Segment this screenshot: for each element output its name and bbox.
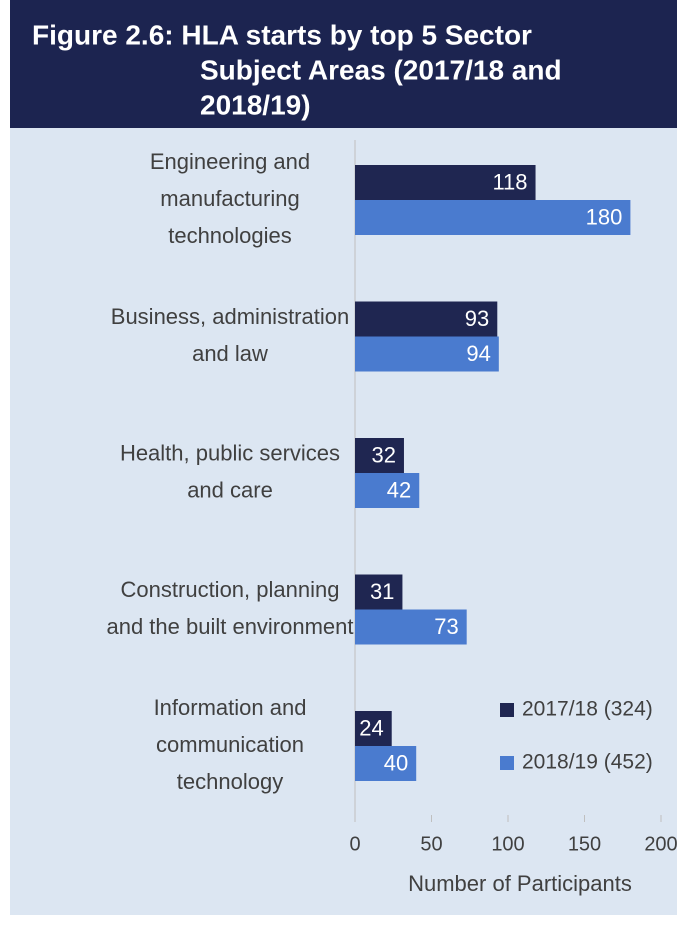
header [10,0,677,128]
y-tick-label: and care [187,477,273,502]
legend-swatch [500,756,514,770]
data-label: 42 [387,477,411,502]
bar [355,574,403,610]
data-label: 94 [466,341,490,366]
data-label: 32 [371,442,395,467]
data-label: 118 [492,169,527,194]
data-label: 93 [465,306,489,331]
chart-title: Figure 2.6: HLA starts by top 5 Sector [32,19,532,50]
legend-swatch [500,703,514,717]
y-tick-label: Business, administration [111,304,349,329]
y-tick-label: and the built environment [106,614,353,639]
bar [355,301,498,337]
bar [355,336,499,372]
y-tick-label: Engineering and [150,149,310,174]
bar [355,200,631,235]
x-tick-label: 0 [349,833,360,855]
y-tick-label: technologies [168,223,292,248]
y-tick-label: Information and [154,695,307,720]
chart-title: Subject Areas (2017/18 and [200,54,562,85]
x-tick-label: 200 [644,833,677,855]
y-tick-label: and law [192,341,268,366]
data-label: 31 [370,579,394,604]
data-label: 180 [586,204,623,229]
data-label: 73 [434,614,458,639]
x-tick-label: 150 [568,833,601,855]
x-tick-label: 50 [420,833,442,855]
legend-label: 2018/19 (452) [522,751,653,774]
x-axis-label: Number of Participants [408,871,632,896]
y-tick-label: communication [156,732,304,757]
chart-title: 2018/19) [200,89,311,120]
bar [355,711,392,746]
panel [10,128,677,915]
bar [355,473,420,508]
bar [355,609,467,645]
bar [355,438,404,473]
bar [355,165,536,200]
y-tick-label: manufacturing [160,186,299,211]
bar [355,746,417,781]
data-label: 40 [384,750,408,775]
y-tick-label: Construction, planning [121,577,340,602]
y-tick-label: technology [177,769,283,794]
data-label: 24 [359,715,383,740]
legend-label: 2017/18 (324) [522,698,653,721]
x-tick-label: 100 [491,833,524,855]
y-tick-label: Health, public services [120,440,340,465]
